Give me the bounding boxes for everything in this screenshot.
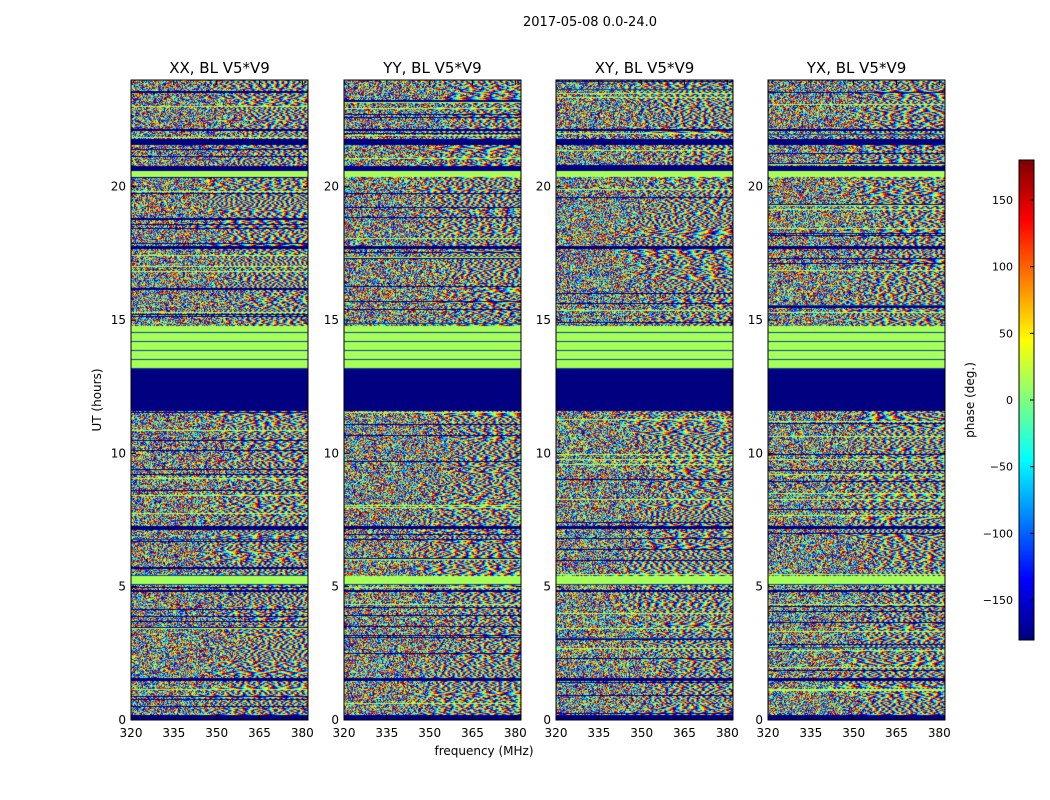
panel-title-yx: YX, BL V5*V9 bbox=[806, 59, 907, 77]
x-tick-label-xy: 380 bbox=[716, 726, 739, 740]
panel-frame-yx bbox=[767, 79, 946, 721]
y-tick-label-xx: 0 bbox=[118, 713, 126, 727]
panel-title-xx: XX, BL V5*V9 bbox=[169, 59, 270, 77]
y-tick-label-yy: 5 bbox=[331, 580, 339, 594]
colorbar-tick-label: −150 bbox=[983, 594, 1013, 607]
y-tick-label-xx: 10 bbox=[111, 446, 126, 460]
y-tick-label-yy: 20 bbox=[324, 180, 339, 194]
x-tick-label-yx: 335 bbox=[799, 726, 822, 740]
colorbar-tick-label: −50 bbox=[990, 461, 1013, 474]
panel-xx: XX, BL V5*V9 320 335 350 365 380 0 5 10 15 20 bbox=[111, 59, 314, 740]
colorbar: 150 100 50 0 −50 −100 −150 bbox=[983, 159, 1035, 641]
x-tick-label-yy: 380 bbox=[504, 726, 527, 740]
panel-frame-xy bbox=[555, 79, 734, 721]
panel-heatmap-yy bbox=[344, 80, 521, 720]
x-tick-label-yx: 350 bbox=[842, 726, 865, 740]
panel-heatmap-yx bbox=[768, 80, 945, 720]
x-tick-label-yy: 365 bbox=[461, 726, 484, 740]
y-axis-label: UT (hours) bbox=[90, 368, 104, 431]
panel-frame-xx bbox=[130, 79, 309, 721]
y-tick-label-yy: 15 bbox=[324, 313, 339, 327]
x-tick-label-yy: 335 bbox=[375, 726, 398, 740]
y-tick-label-yx: 0 bbox=[755, 713, 763, 727]
x-axis-label: frequency (MHz) bbox=[434, 744, 533, 758]
panel-heatmap-xy bbox=[556, 80, 733, 720]
x-tick-label-yx: 380 bbox=[928, 726, 951, 740]
x-tick-label-yx: 320 bbox=[757, 726, 780, 740]
x-tick-label-xy: 365 bbox=[673, 726, 696, 740]
y-tick-label-yx: 15 bbox=[748, 313, 763, 327]
y-tick-label-xx: 5 bbox=[118, 580, 126, 594]
panel-heatmap-xx bbox=[131, 80, 308, 720]
x-tick-label-xx: 335 bbox=[162, 726, 185, 740]
colorbar-tick-label: 50 bbox=[999, 327, 1013, 340]
x-tick-label-xy: 335 bbox=[587, 726, 610, 740]
colorbar-tick-label: 100 bbox=[992, 261, 1013, 274]
figure-title: 2017-05-08 0.0-24.0 bbox=[523, 15, 657, 30]
x-tick-label-xx: 365 bbox=[248, 726, 271, 740]
panel-title-yy: YY, BL V5*V9 bbox=[382, 59, 481, 77]
y-tick-label-yx: 5 bbox=[755, 580, 763, 594]
colorbar-tick-label: 0 bbox=[1006, 394, 1013, 407]
x-tick-label-xy: 350 bbox=[630, 726, 653, 740]
x-tick-label-yy: 350 bbox=[418, 726, 441, 740]
y-tick-label-xy: 15 bbox=[536, 313, 551, 327]
panel-frame-yy bbox=[343, 79, 522, 721]
y-tick-label-xx: 20 bbox=[111, 180, 126, 194]
y-tick-label-xy: 20 bbox=[536, 180, 551, 194]
x-tick-label-xx: 350 bbox=[205, 726, 228, 740]
colorbar-tick-label: −100 bbox=[983, 527, 1013, 540]
y-tick-label-yy: 10 bbox=[324, 446, 339, 460]
y-tick-label-yx: 20 bbox=[748, 180, 763, 194]
x-tick-label-xx: 380 bbox=[291, 726, 314, 740]
y-tick-label-xy: 0 bbox=[543, 713, 551, 727]
panel-yx: YX, BL V5*V9 320 335 350 365 380 0 5 10 15 20 bbox=[748, 59, 951, 740]
x-tick-label-xy: 320 bbox=[545, 726, 568, 740]
y-tick-label-xy: 5 bbox=[543, 580, 551, 594]
colorbar-tick-label: 150 bbox=[992, 194, 1013, 207]
x-tick-label-yx: 365 bbox=[885, 726, 908, 740]
y-tick-label-xx: 15 bbox=[111, 313, 126, 327]
panel-title-xy: XY, BL V5*V9 bbox=[595, 59, 695, 77]
y-tick-label-xy: 10 bbox=[536, 446, 551, 460]
panel-yy: YY, BL V5*V9 320 335 350 365 380 0 5 10 15 20 bbox=[324, 59, 527, 740]
x-tick-label-yy: 320 bbox=[333, 726, 356, 740]
colorbar-gradient bbox=[1019, 160, 1034, 640]
y-tick-label-yx: 10 bbox=[748, 446, 763, 460]
x-tick-label-xx: 320 bbox=[120, 726, 143, 740]
y-tick-label-yy: 0 bbox=[331, 713, 339, 727]
panel-xy: XY, BL V5*V9 320 335 350 365 380 0 5 10 15 20 bbox=[536, 59, 739, 740]
colorbar-label: phase (deg.) bbox=[963, 362, 977, 438]
